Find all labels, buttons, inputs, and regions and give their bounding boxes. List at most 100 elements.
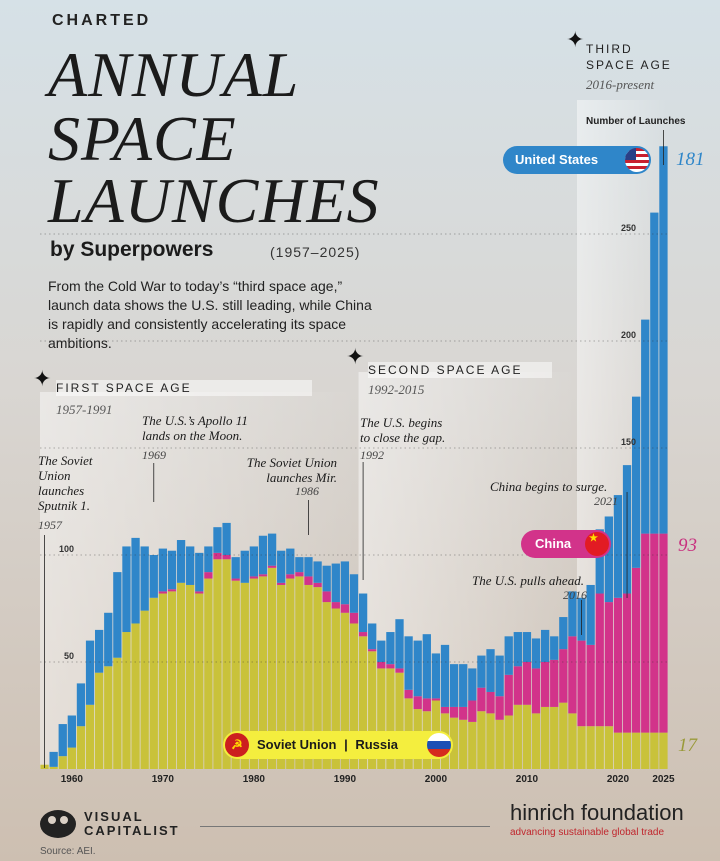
bar-soviet-union-russia-2016 [577,726,586,769]
bar-united-states-1985 [295,557,304,573]
bar-united-states-2012 [540,629,550,662]
bar-china-2023 [641,533,650,733]
bar-soviet-union-russia-1973 [186,584,195,769]
bar-soviet-union-russia-2010 [522,704,532,769]
bar-united-states-2011 [531,638,541,669]
bar-soviet-union-russia-2023 [641,732,650,769]
bar-soviet-union-russia-1985 [295,576,304,769]
bar-china-1977 [222,555,231,560]
bar-united-states-1964 [104,612,113,667]
bar-china-2011 [531,668,541,714]
era-label-third-2: SPACE AGE [586,58,672,72]
bar-united-states-2019 [604,516,613,603]
annotation-year-1992: 1992 [360,448,384,462]
visual-capitalist-logo [40,810,76,838]
bar-china-1971 [167,589,177,592]
bar-soviet-union-russia-1986 [304,584,313,769]
bar-china-1983 [277,582,286,585]
bar-soviet-union-russia-2008 [504,715,513,769]
bar-soviet-union-russia-2002 [449,717,459,769]
bar-united-states-1984 [286,548,295,575]
bar-united-states-1986 [304,557,313,577]
bar-united-states-2000 [431,653,441,699]
soviet-flag-icon: ☭ [225,733,249,757]
bar-soviet-union-russia-1982 [267,567,277,769]
ytick-200: 200 [621,330,636,340]
bar-soviet-union-russia-1987 [313,587,322,769]
bar-united-states-2010 [522,632,532,662]
bar-united-states-1959 [58,724,67,757]
us-flag-icon [625,148,649,172]
bar-soviet-union-russia-2022 [631,732,641,769]
bar-united-states-2005 [477,655,486,688]
legend-united-states: United States [503,146,651,174]
annotation-year-2021: 2021 [594,494,618,508]
bar-soviet-union-russia-2018 [595,726,604,769]
bar-united-states-1994 [377,640,386,662]
axis-title: Number of Launches [586,116,686,127]
russia-flag-icon [427,733,451,757]
bar-soviet-union-russia-2012 [540,706,550,769]
bar-china-1995 [386,664,395,669]
bar-united-states-1973 [186,546,195,585]
end-value-china: 93 [678,535,697,556]
bar-china-1989 [331,602,340,609]
era-years-first: 1957-1991 [56,402,113,417]
bar-china-1981 [258,574,268,577]
bar-soviet-union-russia-1990 [340,612,350,769]
bar-soviet-union-russia-1965 [113,657,122,769]
bar-soviet-union-russia-1969 [149,597,158,769]
bar-china-2018 [595,593,604,727]
bar-soviet-union-russia-1976 [213,559,222,769]
bar-china-1992 [358,632,368,637]
bar-united-states-1977 [222,522,231,555]
bar-soviet-union-russia-1963 [95,672,104,769]
annotation-mir: The Soviet Union launches Mir. [246,455,337,485]
bar-china-1996 [395,668,404,673]
bar-soviet-union-russia-1966 [122,632,131,769]
bar-united-states-1972 [176,540,186,583]
bar-soviet-union-russia-1970 [158,593,168,769]
bar-soviet-union-russia-1977 [222,559,231,769]
intro-text: From the Cold War to today’s “third spac… [48,278,372,351]
bar-united-states-1992 [358,593,368,633]
era-years-second: 1992-2015 [368,382,425,397]
visual-capitalist-wordmark: VISUAL CAPITALIST [84,809,180,838]
bar-united-states-1968 [140,546,149,611]
bar-china-2003 [459,706,468,720]
bar-china-2022 [631,567,641,733]
bar-china-2008 [504,674,513,716]
bar-china-2001 [440,706,450,714]
annotation-apollo: The U.S.’s Apollo 11 lands on the Moon. [142,413,248,443]
bar-united-states-2025 [659,146,668,534]
bar-united-states-2014 [559,617,568,650]
bar-china-1994 [377,662,386,669]
bar-china-2006 [486,691,495,714]
bar-soviet-union-russia-2013 [550,706,559,769]
bar-soviet-union-russia-2024 [650,732,659,769]
annotation-year-2016: 2016 [563,588,587,602]
bar-soviet-union-russia-1974 [195,593,204,769]
bar-china-1990 [340,604,350,613]
end-value-us: 181 [676,149,705,170]
era-label-third-1: THIRD [586,42,633,56]
bar-united-states-1983 [277,550,286,583]
bar-soviet-union-russia-1995 [386,668,395,769]
bar-united-states-2017 [586,584,595,645]
era-years-third: 2016-present [586,77,655,92]
source-note: Source: AEI. [40,846,96,857]
bar-soviet-union-russia-1980 [249,578,259,769]
bar-china-1987 [313,582,322,588]
bar-united-states-2013 [550,636,559,660]
bar-soviet-union-russia-1978 [231,580,240,769]
bar-china-1974 [195,591,204,594]
bar-soviet-union-russia-1962 [85,704,95,769]
bar-united-states-1990 [340,561,350,605]
bar-united-states-2008 [504,636,513,675]
bar-united-states-1971 [167,550,177,590]
bar-soviet-union-russia-1961 [76,726,86,769]
annotation-close-gap: The U.S. begins to close the gap. [360,415,446,445]
bar-china-1980 [249,576,259,579]
bar-united-states-1987 [313,561,322,583]
bar-china-1982 [267,565,277,568]
